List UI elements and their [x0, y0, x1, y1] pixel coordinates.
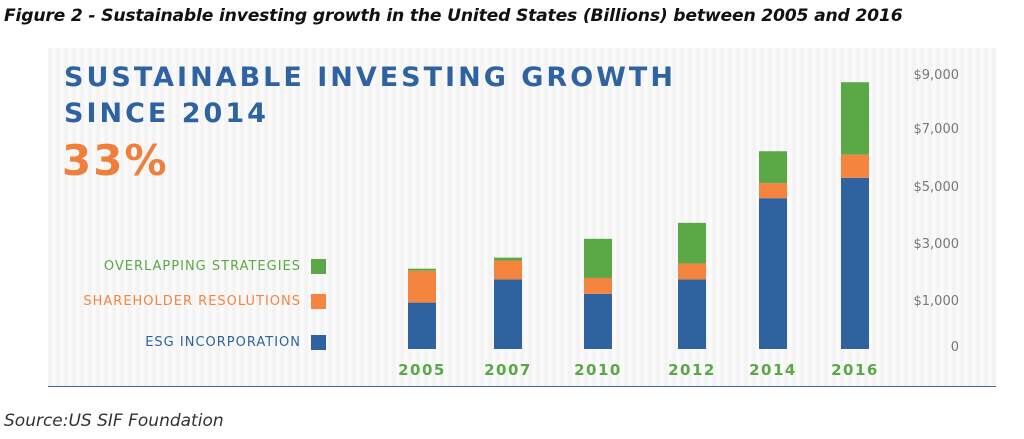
legend-item-shareholder: SHAREHOLDER RESOLUTIONS [83, 293, 326, 309]
legend-swatch-overlapping [311, 258, 326, 274]
x-category-label: 2012 [668, 361, 716, 379]
bar-segment-shareholder-2014 [759, 183, 787, 199]
growth-percentage: 33% [62, 136, 169, 185]
bar-segment-overlapping-2007 [494, 257, 522, 261]
x-category-label: 2005 [398, 361, 446, 379]
legend-item-overlapping: OVERLAPPING STRATEGIES [104, 258, 326, 274]
x-category-label: 2010 [574, 361, 622, 379]
y-tick-label: $9,000 [914, 68, 960, 83]
bar-segment-overlapping-2010 [584, 238, 612, 278]
bar-segment-shareholder-2010 [584, 277, 612, 294]
x-category-label: 2016 [831, 361, 879, 379]
bar-segment-esg-2010 [584, 293, 612, 349]
y-tick-label: $5,000 [914, 180, 960, 195]
legend-item-esg: ESG INCORPORATION [145, 334, 326, 350]
bar-segment-overlapping-2014 [759, 151, 787, 184]
bar-segment-shareholder-2016 [841, 154, 869, 178]
figure-title: Figure 2 - Sustainable investing growth … [4, 6, 903, 26]
x-category-label: 2007 [484, 361, 532, 379]
bar-segment-esg-2016 [841, 177, 869, 349]
bar-segment-overlapping-2016 [841, 82, 869, 155]
bar-segment-overlapping-2012 [678, 222, 706, 264]
source-note: Source:US SIF Foundation [4, 411, 224, 431]
legend-swatch-esg [311, 334, 326, 350]
headline-line-1: SUSTAINABLE INVESTING GROWTH [64, 62, 676, 93]
chart-headline: SUSTAINABLE INVESTING GROWTH SINCE 2014 [64, 60, 676, 132]
bar-segment-esg-2014 [759, 198, 787, 349]
legend-swatch-shareholder [311, 293, 326, 309]
bar-segment-overlapping-2005 [408, 268, 436, 271]
y-tick-label: $7,000 [914, 122, 960, 137]
x-category-label: 2014 [749, 361, 797, 379]
y-tick-label: $1,000 [914, 294, 960, 309]
bar-segment-shareholder-2005 [408, 270, 436, 303]
panel-bottom-rule [48, 386, 996, 387]
y-tick-label: $3,000 [914, 237, 960, 252]
bar-segment-esg-2007 [494, 279, 522, 349]
y-tick-label: 0 [951, 340, 959, 355]
bar-segment-esg-2005 [408, 302, 436, 349]
legend-label-overlapping: OVERLAPPING STRATEGIES [103, 258, 301, 274]
bar-segment-esg-2012 [678, 279, 706, 349]
bar-segment-shareholder-2007 [494, 260, 522, 280]
legend-label-shareholder: SHAREHOLDER RESOLUTIONS [83, 293, 301, 309]
bar-segment-shareholder-2012 [678, 263, 706, 280]
headline-line-2: SINCE 2014 [64, 98, 269, 129]
legend-label-esg: ESG INCORPORATION [145, 334, 301, 350]
